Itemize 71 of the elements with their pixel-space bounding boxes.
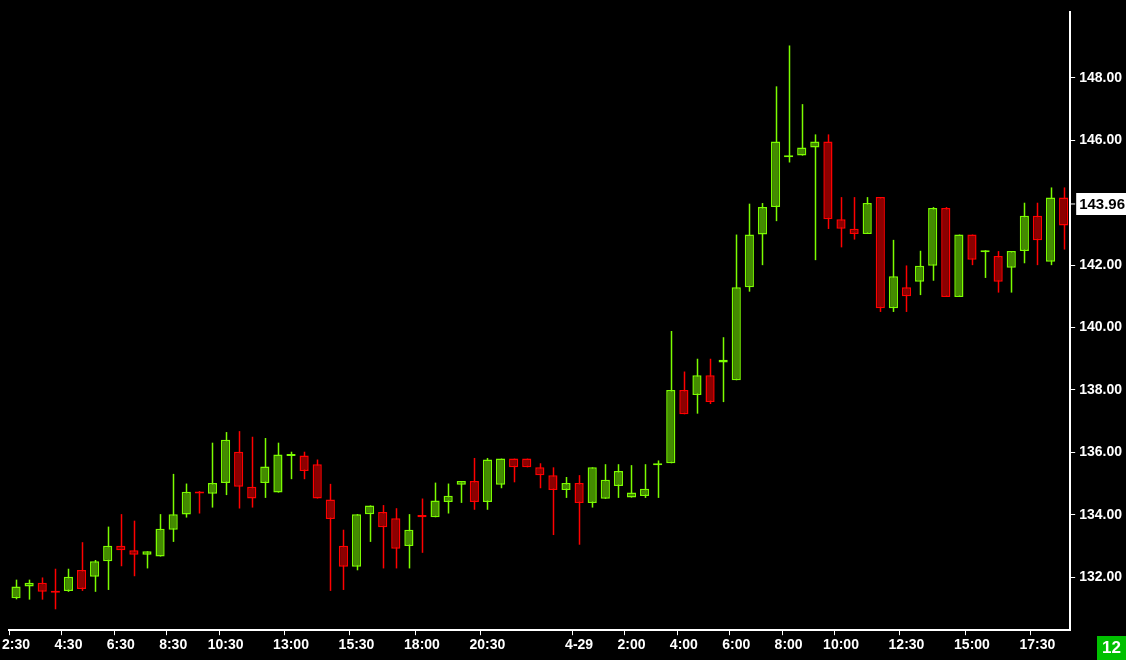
x-tick-label: 4:30 (54, 636, 83, 653)
x-tick-label: 2:30 (2, 636, 31, 653)
candlestick (692, 357, 702, 415)
y-tick-label: 134.00 (1079, 505, 1123, 522)
x-tick-label: 4-29 (565, 636, 594, 653)
candlestick (1032, 201, 1043, 266)
candlestick (495, 457, 506, 489)
candlestick (1006, 250, 1016, 294)
x-tick-label: 6:00 (722, 636, 751, 653)
candlestick (901, 264, 912, 313)
x-tick-label: 12:30 (888, 636, 925, 653)
candlestick (63, 567, 73, 593)
x-tick-label: 6:30 (106, 636, 136, 653)
x-tick-label: 17:30 (1019, 636, 1056, 653)
candlestick (600, 463, 610, 500)
x-tick-label: 2:00 (617, 636, 646, 653)
x-tick-label: 8:30 (159, 636, 188, 653)
candlestick (469, 457, 479, 511)
candlestick (260, 437, 270, 499)
candlestick (679, 370, 689, 416)
candlestick (836, 196, 846, 249)
candlestick (365, 504, 375, 543)
candlestick (181, 482, 191, 519)
candlestick (993, 250, 1003, 294)
candlestick (90, 559, 100, 593)
candlestick (116, 513, 126, 567)
y-tick-label: 138.00 (1079, 380, 1123, 397)
x-tick-label: 10:30 (207, 636, 244, 653)
candlestick (915, 250, 925, 296)
candlestick (640, 463, 650, 499)
text: 12 (1097, 636, 1126, 660)
y-tick-label: 146.00 (1079, 131, 1123, 148)
y-tick-label: 136.00 (1079, 443, 1123, 460)
candlestick (325, 483, 335, 592)
x-tick-label: 13:00 (273, 636, 310, 653)
candlestick (797, 103, 807, 157)
y-tick-label: 142.00 (1079, 256, 1123, 272)
candlestick (430, 481, 440, 518)
candlestick (207, 441, 218, 509)
candlestick (810, 133, 820, 261)
candlestick (299, 450, 309, 480)
x-tick-label: 20:30 (469, 636, 506, 653)
candlestick (548, 466, 558, 536)
candlestick (247, 436, 257, 509)
candlestick (103, 525, 113, 591)
candlestick (574, 474, 584, 546)
candlestick (76, 541, 87, 592)
candlestick (705, 357, 715, 405)
candlestick (168, 473, 178, 543)
candlestick (11, 578, 21, 601)
x-tick-label: 4:00 (669, 636, 699, 653)
y-tick-label: 132.00 (1079, 568, 1123, 585)
candlestick (24, 578, 34, 601)
candlestick (404, 513, 414, 570)
candlestick (626, 464, 637, 499)
candlestick (613, 463, 623, 499)
x-tick-label: 8:00 (774, 636, 803, 653)
candlestick (443, 482, 453, 515)
candlestick (378, 504, 388, 570)
x-tick-label: 15:30 (338, 636, 375, 653)
candlestick (535, 462, 545, 489)
y-tick-label: 148.00 (1079, 68, 1123, 85)
x-tick-label: 18:00 (404, 636, 441, 653)
candlestick (338, 528, 348, 591)
candlestick (967, 233, 977, 266)
candlestick (37, 576, 47, 601)
candlestick (561, 476, 571, 499)
x-tick-label: 10:00 (823, 636, 860, 653)
y-tick-label: 140.00 (1079, 318, 1123, 335)
x-tick-label: 15:00 (954, 636, 991, 653)
text: 143.96 (1079, 195, 1126, 213)
